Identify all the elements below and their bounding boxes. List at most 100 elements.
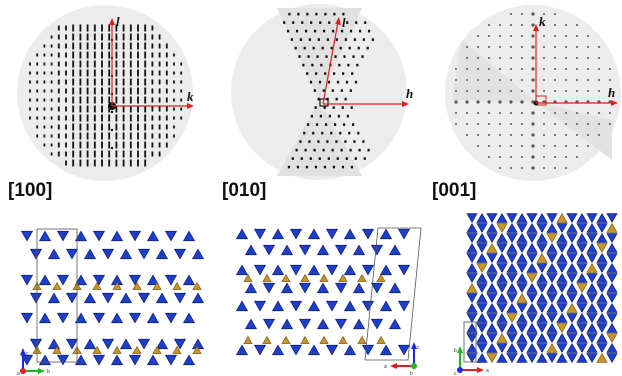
tetrahedron bbox=[496, 272, 508, 283]
reflection-spot bbox=[129, 132, 132, 140]
tetrahedron bbox=[526, 293, 538, 304]
tetrahedron bbox=[92, 312, 106, 324]
tetrahedron bbox=[516, 232, 528, 243]
reflection-spot bbox=[286, 29, 290, 33]
reflection-spot bbox=[165, 43, 168, 49]
reflection-spot bbox=[101, 159, 103, 167]
reflection-spot bbox=[367, 148, 370, 152]
reflection-spot bbox=[318, 157, 321, 160]
tetrahedron bbox=[119, 338, 133, 350]
tetrahedron bbox=[476, 212, 488, 223]
tetrahedron bbox=[536, 252, 548, 263]
reflection-spot bbox=[587, 68, 589, 70]
tetrahedron bbox=[65, 292, 79, 304]
reflection-spot bbox=[108, 78, 111, 86]
reflection-spot bbox=[283, 21, 286, 24]
reflection-spot bbox=[576, 24, 578, 26]
tetrahedron bbox=[506, 342, 518, 353]
reflection-spot bbox=[499, 24, 501, 26]
tetrahedron bbox=[576, 223, 588, 234]
tetrahedron bbox=[526, 253, 538, 264]
reflection-spot bbox=[510, 46, 512, 48]
reflection-spot bbox=[488, 112, 490, 114]
tetrahedron bbox=[235, 264, 249, 276]
tetrahedron bbox=[556, 292, 568, 303]
reflection-spot bbox=[326, 140, 329, 143]
reflection-spot bbox=[341, 106, 344, 109]
reflection-spot bbox=[554, 46, 556, 48]
reflection-spot bbox=[576, 79, 578, 81]
reflection-spot bbox=[350, 106, 353, 109]
reflection-spot bbox=[115, 96, 118, 104]
reflection-spot bbox=[357, 46, 360, 50]
tetrahedron bbox=[606, 342, 618, 353]
tetrahedron bbox=[586, 293, 598, 304]
reflection-spot bbox=[598, 79, 600, 81]
reflection-spot bbox=[158, 43, 161, 49]
tetrahedron bbox=[243, 335, 253, 344]
reflection-spot bbox=[79, 51, 82, 59]
tetrahedron bbox=[466, 313, 478, 324]
reflection-spot bbox=[343, 55, 346, 58]
reflection-spot bbox=[36, 71, 39, 75]
reflection-spot bbox=[115, 105, 118, 113]
reflection-spot bbox=[180, 80, 183, 84]
tetrahedron bbox=[496, 312, 508, 323]
tetrahedron bbox=[476, 312, 488, 323]
tetrahedron bbox=[506, 293, 518, 304]
reflection-spot bbox=[65, 70, 67, 76]
tetrahedron bbox=[486, 262, 498, 273]
tetrahedron bbox=[566, 273, 578, 284]
reflection-spot bbox=[129, 51, 132, 59]
tetrahedron bbox=[83, 248, 97, 260]
reflection-spot bbox=[79, 96, 82, 104]
reflection-spot bbox=[531, 155, 535, 159]
reflection-spot bbox=[510, 90, 512, 92]
tetrahedron bbox=[466, 222, 478, 233]
reflection-spot bbox=[565, 90, 567, 92]
tetrahedron bbox=[262, 273, 272, 282]
reflection-spot bbox=[598, 90, 600, 92]
reflection-spot bbox=[93, 105, 96, 113]
reflection-spot bbox=[151, 115, 154, 121]
reflection-spot bbox=[36, 89, 39, 93]
reflection-spot bbox=[43, 89, 46, 93]
reflection-spot bbox=[354, 80, 358, 84]
tetrahedron bbox=[496, 323, 508, 334]
reflection-spot bbox=[108, 87, 111, 95]
reflection-spot bbox=[165, 52, 168, 58]
reflection-spot bbox=[350, 165, 354, 169]
reflection-spot bbox=[488, 79, 490, 81]
reflection-spot bbox=[36, 98, 39, 102]
reflection-spot bbox=[86, 69, 89, 77]
tetrahedron bbox=[173, 248, 187, 260]
reflection-spot bbox=[466, 57, 468, 59]
tetrahedron bbox=[300, 335, 310, 344]
reflection-spot bbox=[151, 79, 154, 85]
tetrahedron bbox=[83, 292, 97, 304]
reflection-spot bbox=[122, 141, 125, 149]
reflection-spot bbox=[93, 51, 96, 59]
reflection-spot bbox=[318, 80, 322, 84]
tetrahedron bbox=[376, 335, 386, 344]
reflection-spot bbox=[314, 165, 318, 169]
reflection-spot bbox=[609, 68, 611, 70]
tetrahedron bbox=[289, 300, 303, 312]
reflection-spot bbox=[306, 72, 309, 75]
zone-axis-label-001: [001] bbox=[432, 180, 477, 201]
reflection-spot bbox=[488, 24, 490, 26]
tetrahedron bbox=[586, 282, 598, 293]
detector-disc bbox=[17, 5, 193, 181]
reflection-spot bbox=[296, 165, 300, 169]
reflection-spot bbox=[498, 100, 502, 104]
reflection-spot bbox=[466, 79, 468, 81]
tetrahedron bbox=[74, 230, 88, 242]
tetrahedron bbox=[496, 252, 508, 263]
tetrahedron bbox=[388, 318, 402, 330]
tetrahedron bbox=[52, 345, 62, 354]
tetrahedron bbox=[253, 300, 267, 312]
tetrahedron bbox=[576, 232, 588, 243]
reflection-spot bbox=[108, 150, 111, 158]
reflection-spot bbox=[324, 72, 327, 75]
reflection-spot bbox=[320, 63, 323, 67]
